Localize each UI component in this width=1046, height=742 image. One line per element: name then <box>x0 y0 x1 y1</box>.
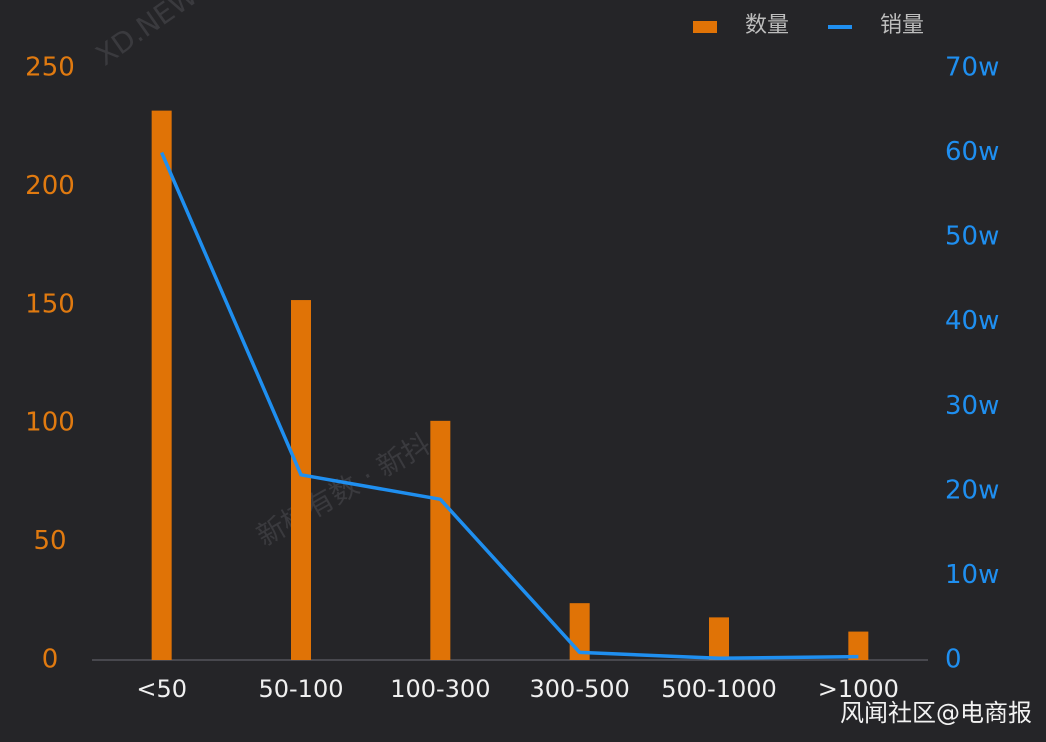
legend-swatch <box>693 21 717 33</box>
y2-tick-label: 40w <box>945 306 999 336</box>
bar <box>709 617 729 660</box>
y-tick-label: 150 <box>25 289 75 319</box>
x-tick-label: 500-1000 <box>661 675 777 703</box>
y2-tick-label: 70w <box>945 53 999 83</box>
line <box>160 151 859 661</box>
bar <box>151 110 172 660</box>
x-tick-label: <50 <box>136 675 187 703</box>
y-tick-label: 200 <box>25 171 75 201</box>
y-tick-label: 250 <box>25 53 75 83</box>
x-tick-label: 50-100 <box>258 675 343 703</box>
y2-tick-label: 30w <box>945 391 999 421</box>
x-tick-label: >1000 <box>818 675 899 703</box>
y2-tick-label: 0 <box>945 645 962 675</box>
y-tick-label: 0 <box>42 645 59 675</box>
y2-tick-label: 50w <box>945 222 999 252</box>
y2-tick-label: 60w <box>945 137 999 167</box>
legend-label: 销量 <box>880 13 924 38</box>
y2-tick-label: 10w <box>945 560 999 590</box>
y2-tick-label: 20w <box>945 475 999 505</box>
bar <box>848 631 869 660</box>
y-tick-label: 100 <box>25 408 75 438</box>
bar <box>291 300 311 660</box>
x-tick-label: 100-300 <box>390 675 490 703</box>
x-tick-label: 300-500 <box>530 675 630 703</box>
bar <box>430 420 451 660</box>
y-tick-label: 50 <box>33 526 66 556</box>
legend-label: 数量 <box>745 13 789 38</box>
source: 风闻社区@电商报 <box>840 699 1032 727</box>
